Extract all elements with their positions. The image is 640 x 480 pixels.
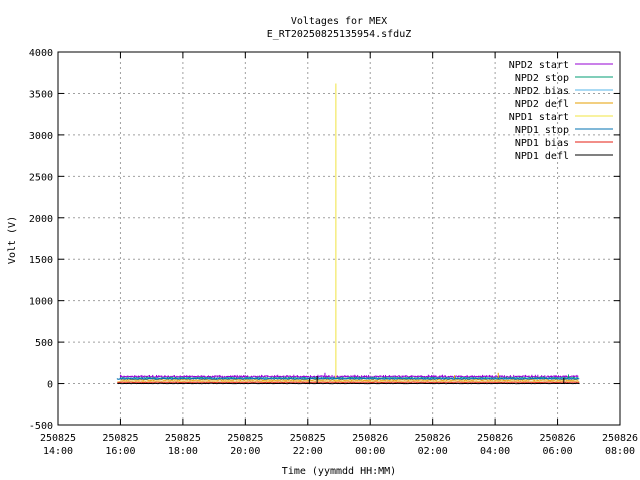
y-tick-label: 1500 (29, 255, 53, 266)
x-tick-label-date: 250825 (165, 433, 201, 444)
y-tick-label: 1000 (29, 297, 53, 308)
x-axis-label: Time (yymmdd HH:MM) (282, 466, 396, 477)
x-tick-label-time: 20:00 (230, 446, 260, 457)
plot-area (116, 83, 580, 385)
x-tick-label-time: 00:00 (355, 446, 385, 457)
x-tick-label-date: 250825 (227, 433, 263, 444)
x-tick-label-date: 250826 (539, 433, 575, 444)
legend-label: NPD2 bias (515, 86, 569, 97)
x-tick-label-time: 08:00 (605, 446, 635, 457)
series-line (120, 379, 579, 381)
y-axis-ticks: -500 0 500 1000 1500 2000 2500 3000 3500 4000 (29, 48, 620, 432)
x-tick-label-date: 250826 (415, 433, 451, 444)
chart-subtitle: E_RT20250825135954.sfduZ (267, 29, 412, 40)
plot-border (57, 51, 621, 426)
series-line (117, 377, 580, 380)
y-tick-label: -500 (29, 421, 53, 432)
legend-label: NPD2 stop (515, 73, 569, 84)
y-tick-label: 2500 (29, 172, 53, 183)
x-tick-label-time: 06:00 (543, 446, 573, 457)
legend-label: NPD2 defl (515, 99, 569, 110)
x-tick-label-time: 16:00 (105, 446, 135, 457)
x-tick-label-time: 22:00 (293, 446, 323, 457)
series-npd1-start (117, 83, 580, 383)
x-tick-label-date: 250826 (352, 433, 388, 444)
x-tick-label-time: 18:00 (168, 446, 198, 457)
x-tick-label-time: 04:00 (480, 446, 510, 457)
y-tick-label: 3500 (29, 89, 53, 100)
legend-label: NPD2 start (509, 60, 569, 71)
x-tick-label-date: 250826 (602, 433, 638, 444)
x-tick-label-date: 250825 (290, 433, 326, 444)
x-tick-label-date: 250826 (477, 433, 513, 444)
legend-label: NPD1 start (509, 112, 569, 123)
y-axis-label: Volt (V) (7, 216, 18, 264)
grid-lines (58, 52, 620, 425)
y-tick-label: 3000 (29, 131, 53, 142)
x-tick-label-date: 250825 (102, 433, 138, 444)
x-tick-label-time: 14:00 (43, 446, 73, 457)
series-npd1-stop (116, 377, 580, 380)
legend: NPD2 start NPD2 stop NPD2 bias NPD2 defl NPD… (509, 60, 613, 162)
x-tick-label-date: 250825 (40, 433, 76, 444)
series-npd2-start (119, 372, 579, 379)
legend-label: NPD1 bias (515, 138, 569, 149)
x-axis-ticks: 250825 14:00 250825 16:00 250825 18:00 250825 2… (40, 52, 638, 457)
x-tick-label-time: 02:00 (418, 446, 448, 457)
series-npd1-defl (117, 376, 580, 385)
y-tick-label: 500 (35, 338, 53, 349)
y-tick-label: 2000 (29, 214, 53, 225)
legend-label: NPD1 defl (515, 151, 569, 162)
y-tick-label: 0 (47, 380, 53, 391)
y-tick-label: 4000 (29, 48, 53, 59)
chart-title: Voltages for MEX (291, 16, 387, 27)
legend-label: NPD1 stop (515, 125, 569, 136)
